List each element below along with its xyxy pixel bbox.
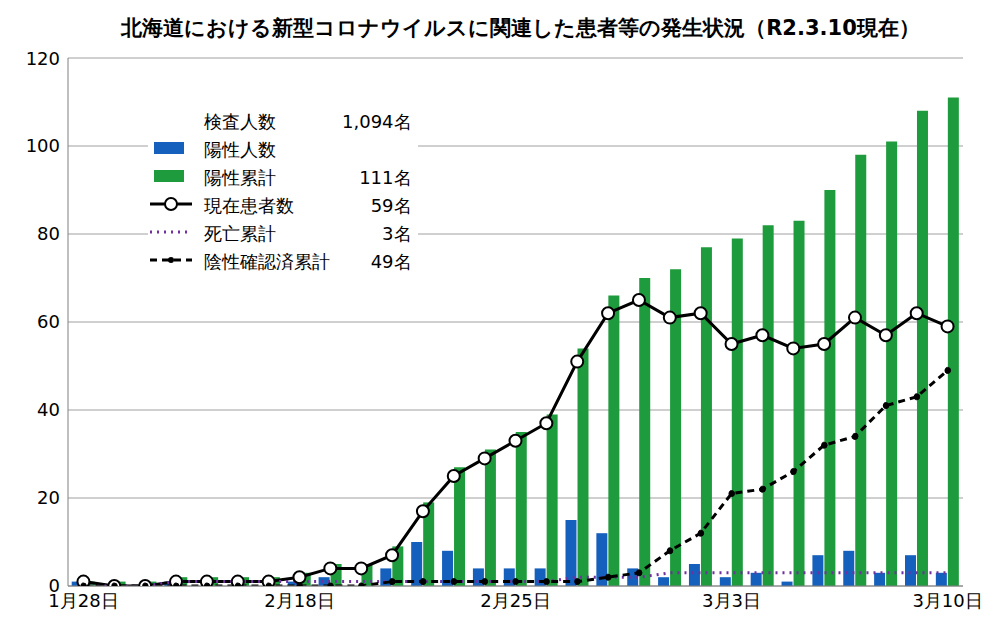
html-text:49名: 49名 (370, 251, 412, 272)
svg-text:40: 40 (37, 399, 60, 420)
svg-text:1月28日: 1月28日 (48, 589, 119, 611)
html-text:北海道における新型コロナウイルスに関連した患者等の発生状況（: 北海道における新型コロナウイルスに関連した患者等の発生状況（R2.3.10現在） (121, 16, 920, 40)
svg-text:0: 0 (49, 575, 60, 596)
svg-text:100: 100 (26, 135, 60, 156)
html-text:1,094名: 1,094名 (342, 111, 412, 132)
svg-text:3月3日: 3月3日 (702, 590, 761, 611)
html-text:現在患者数: 現在患者数 (204, 195, 294, 216)
html-text:陽性累計: 陽性累計 (204, 167, 276, 188)
svg-text:80: 80 (37, 223, 60, 244)
html-text:陽性人数: 陽性人数 (204, 139, 276, 160)
html-text:3名: 3名 (382, 223, 412, 244)
svg-text:120: 120 (26, 48, 60, 69)
html-text:陰性確認済累計: 陰性確認済累計 (204, 251, 330, 272)
html-text:59名: 59名 (370, 195, 412, 216)
svg-text:20: 20 (37, 487, 60, 508)
html-text:111名: 111名 (359, 167, 412, 188)
html-text:死亡累計: 死亡累計 (204, 223, 276, 244)
html-text:検査人数: 検査人数 (204, 111, 276, 132)
svg-text:2月18日: 2月18日 (264, 590, 334, 611)
svg-text:3月10日: 3月10日 (912, 590, 982, 611)
svg-text:60: 60 (37, 311, 60, 332)
svg-text:2月25日: 2月25日 (480, 590, 550, 611)
